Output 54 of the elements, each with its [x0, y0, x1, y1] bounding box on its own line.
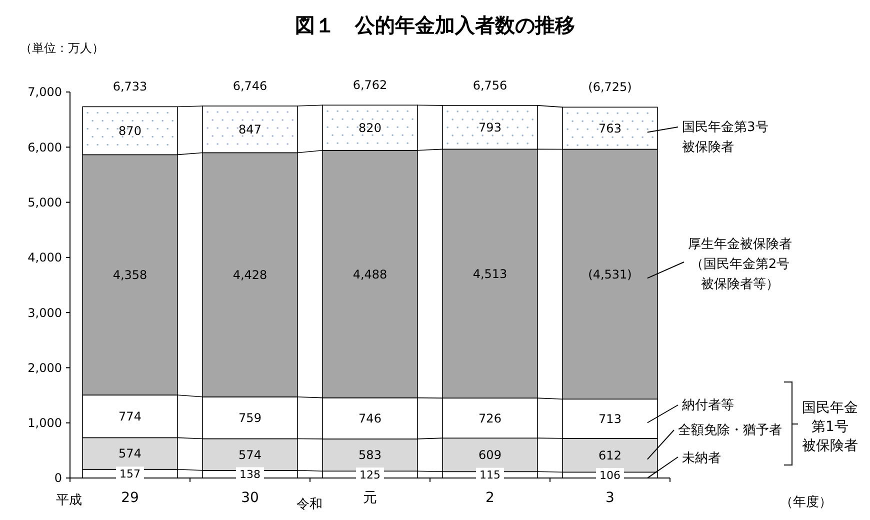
y-tick-label: 3,000	[28, 306, 62, 320]
total-label: 6,746	[232, 79, 268, 94]
legend-label: 国民年金第3号被保険者	[682, 120, 768, 155]
data-label: 4,428	[232, 268, 268, 282]
data-label: 774	[118, 410, 142, 424]
legend-label: 厚生年金被保険者（国民年金第2号被保険者等）	[688, 237, 792, 292]
y-tick-label: 1,000	[28, 416, 62, 430]
legend-label: 未納者	[682, 451, 721, 466]
total-label: (6,725)	[588, 80, 632, 94]
data-label: 609	[478, 448, 502, 462]
y-tick-label: 7,000	[28, 85, 62, 100]
data-label: 713	[598, 412, 622, 426]
data-label: 746	[358, 412, 382, 426]
data-label: (4,531)	[588, 267, 632, 282]
y-tick-label: 5,000	[28, 195, 62, 210]
data-label: 583	[358, 448, 382, 462]
total-label: 6,733	[112, 80, 148, 94]
y-tick-label: 2,000	[28, 360, 62, 375]
series-label: 全額免除・猶予者	[678, 423, 782, 438]
data-label: 763	[598, 121, 622, 136]
data-label: 106	[600, 468, 620, 482]
data-label: 759	[238, 411, 262, 426]
y-tick-label: 6,000	[28, 140, 62, 154]
y-axis-title: （単位：万人）	[20, 41, 104, 55]
data-label: 820	[358, 120, 382, 135]
total-label: 6,756	[472, 78, 508, 92]
text: 平成	[56, 493, 82, 508]
text: （年度）	[780, 494, 832, 510]
data-label: 4,358	[112, 268, 148, 282]
data-label: 574	[118, 446, 142, 461]
data-label: 4,513	[472, 266, 508, 281]
x-tick-label: 元	[363, 490, 377, 506]
x-tick-label: 29	[121, 490, 139, 506]
text: 令和	[296, 497, 323, 512]
data-label: 157	[120, 468, 140, 481]
x-tick-label: 2	[486, 490, 494, 506]
data-label: 574	[238, 448, 262, 462]
x-tick-label: 30	[241, 490, 259, 506]
chart-title: 図１ 公的年金加入者数の推移	[295, 13, 575, 37]
data-label: 793	[478, 120, 502, 135]
data-label: 4,488	[352, 267, 388, 282]
data-label: 612	[598, 448, 622, 462]
data-label: 115	[480, 468, 500, 482]
total-label: 6,762	[352, 78, 388, 92]
data-label: 870	[118, 124, 142, 138]
data-label: 125	[360, 468, 380, 482]
data-label: 726	[478, 411, 502, 426]
data-label: 847	[238, 122, 262, 137]
y-tick-label: 0	[54, 471, 62, 486]
text: 国民年金第1号被保険者	[802, 400, 858, 454]
y-tick-label: 4,000	[28, 250, 62, 265]
data-label: 138	[240, 468, 260, 482]
x-tick-label: 3	[606, 490, 614, 506]
legend-label: 納付者等	[682, 398, 734, 413]
